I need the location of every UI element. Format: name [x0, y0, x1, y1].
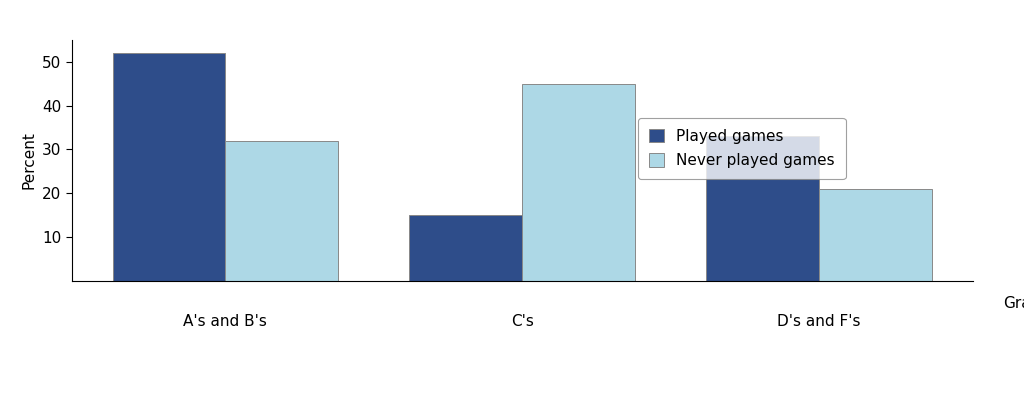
Bar	[113, 53, 225, 281]
Text: C's: C's	[511, 314, 534, 328]
Legend: Played games, Never played games: Played games, Never played games	[638, 118, 846, 179]
Bar	[819, 189, 932, 281]
Text: D's and F's: D's and F's	[777, 314, 861, 328]
Text: A's and B's: A's and B's	[183, 314, 267, 328]
Bar	[410, 215, 522, 281]
Text: Grade: Grade	[1004, 296, 1024, 311]
Bar	[225, 141, 338, 281]
Bar	[707, 136, 819, 281]
Bar	[522, 84, 635, 281]
Y-axis label: Percent: Percent	[22, 132, 36, 189]
